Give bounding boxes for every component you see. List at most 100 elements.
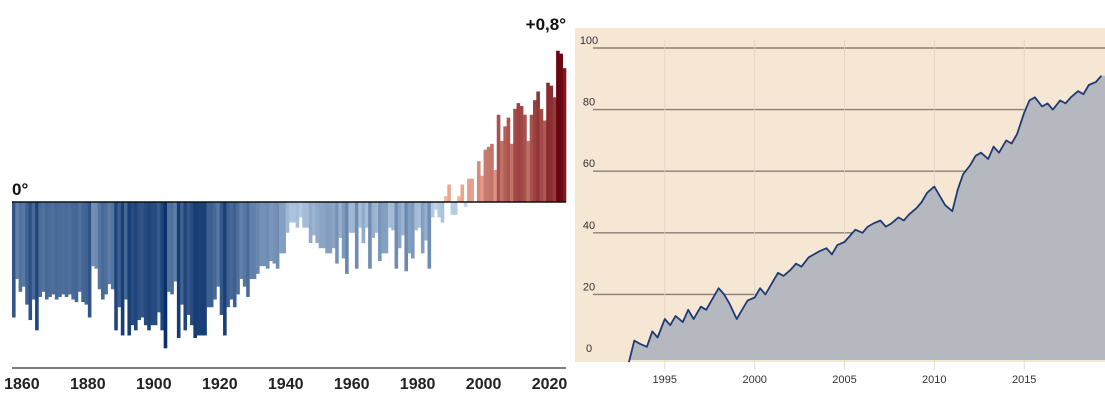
- bar-1941: [289, 202, 293, 223]
- bar-1962: [358, 202, 362, 228]
- x-tick-label: 2000: [466, 376, 502, 393]
- bar-1989: [447, 184, 451, 202]
- bar-1972: [391, 202, 395, 231]
- bar-1953: [328, 202, 333, 254]
- bar-1926: [239, 202, 244, 279]
- bar-2012: [523, 114, 527, 202]
- bar-1967: [374, 202, 379, 233]
- bar-1922: [226, 202, 230, 308]
- bar-1871: [58, 202, 62, 297]
- bar-1932: [259, 202, 263, 267]
- bar-2022: [556, 50, 560, 203]
- bar-2014: [529, 114, 534, 202]
- bar-1943: [295, 202, 300, 228]
- bar-1944: [298, 202, 303, 218]
- bar-1899: [150, 202, 155, 326]
- bar-2011: [519, 106, 524, 202]
- bar-1918: [213, 202, 217, 300]
- x-tick-label: 1860: [4, 376, 40, 393]
- bar-1940: [285, 202, 290, 233]
- bar-2015: [533, 100, 537, 202]
- x-tick-label: 2020: [532, 376, 568, 393]
- bar-1966: [371, 202, 376, 238]
- bar-2000: [483, 149, 488, 202]
- x-tick-label: 1960: [334, 376, 370, 393]
- bar-1938: [279, 202, 283, 254]
- x-axis-ticks: 1995 2000 2005 2010 2015: [653, 374, 1037, 386]
- bar-1919: [216, 202, 221, 287]
- bar-1909: [183, 202, 188, 331]
- bar-1901: [157, 202, 161, 313]
- bar-1864: [35, 202, 39, 331]
- bar-2018: [542, 120, 547, 202]
- annual-anomaly-bars: [12, 50, 567, 349]
- bar-1933: [262, 202, 267, 267]
- y-tick-label: 40: [583, 220, 595, 232]
- x-tick-label: 1920: [202, 376, 238, 393]
- bar-1916: [206, 202, 211, 308]
- bar-1949: [315, 202, 319, 244]
- bar-1880: [87, 202, 92, 318]
- bar-1892: [127, 202, 132, 336]
- x-tick-label: 1995: [653, 374, 677, 386]
- bar-2006: [503, 126, 507, 202]
- bar-1956: [338, 202, 343, 238]
- bar-1912: [193, 202, 197, 339]
- bar-1948: [312, 202, 316, 236]
- bar-1917: [209, 202, 214, 308]
- bar-1925: [236, 202, 240, 295]
- bar-1913: [196, 202, 201, 336]
- bar-1950: [318, 202, 323, 249]
- zero-label: 0°: [12, 180, 28, 199]
- bar-1906: [173, 202, 178, 282]
- bar-1902: [160, 202, 164, 331]
- bar-1935: [269, 202, 273, 262]
- y-tick-label: 100: [580, 35, 598, 47]
- bar-1999: [480, 175, 484, 202]
- bar-1964: [364, 202, 369, 228]
- bar-1929: [249, 202, 254, 279]
- bar-1876: [74, 202, 79, 303]
- bar-1984: [430, 202, 435, 218]
- bar-2007: [506, 117, 511, 202]
- bar-1897: [143, 202, 148, 326]
- bar-1914: [199, 202, 204, 336]
- bar-1936: [272, 202, 277, 264]
- bar-1992: [457, 196, 461, 202]
- bar-1981: [420, 202, 425, 254]
- bar-2002: [490, 143, 494, 202]
- bar-1985: [434, 202, 438, 210]
- bar-2010: [516, 103, 521, 202]
- bar-1924: [232, 202, 237, 308]
- bar-1973: [394, 202, 399, 269]
- bar-1965: [368, 202, 372, 269]
- bar-1923: [229, 202, 234, 300]
- bar-1861: [25, 202, 29, 305]
- bar-1910: [186, 202, 191, 315]
- bar-1874: [68, 202, 72, 295]
- bar-1881: [91, 202, 95, 267]
- bar-1960: [351, 202, 356, 233]
- bar-1955: [335, 202, 339, 264]
- y-tick-label: 80: [583, 97, 595, 109]
- bar-1865: [38, 202, 42, 297]
- bar-1893: [130, 202, 135, 326]
- bar-1928: [246, 202, 250, 297]
- y-axis-ticks: 0 20 40 60 80 100: [580, 35, 598, 355]
- bar-1930: [252, 202, 257, 279]
- bar-1921: [223, 202, 227, 336]
- bar-1988: [443, 196, 448, 202]
- bar-1868: [48, 202, 52, 297]
- series-line: [628, 75, 1103, 363]
- bar-1884: [101, 202, 105, 300]
- y-tick-label: 20: [583, 281, 595, 293]
- bar-1986: [437, 202, 441, 218]
- bar-2023: [559, 53, 563, 202]
- bar-1889: [117, 202, 122, 308]
- bar-1908: [180, 202, 184, 305]
- bar-1974: [397, 202, 402, 249]
- bar-1859: [18, 202, 23, 292]
- bar-1883: [97, 202, 102, 290]
- bar-1896: [140, 202, 145, 318]
- bar-1946: [305, 202, 310, 228]
